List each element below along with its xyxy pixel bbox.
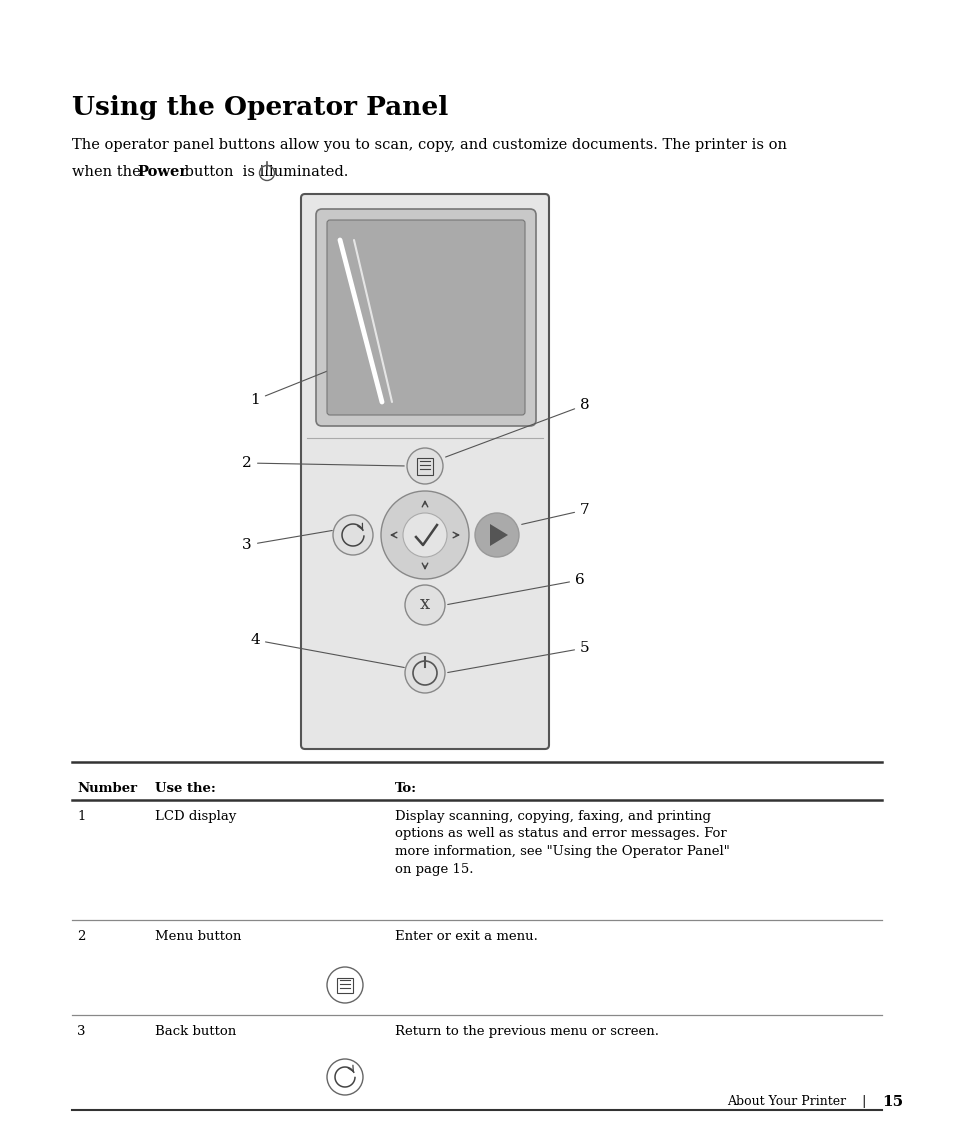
FancyBboxPatch shape xyxy=(315,210,536,426)
Circle shape xyxy=(333,515,373,555)
Text: Back button: Back button xyxy=(154,1025,236,1039)
Text: 3: 3 xyxy=(77,1025,86,1039)
Text: is illuminated.: is illuminated. xyxy=(237,165,348,179)
Text: 3: 3 xyxy=(242,530,332,552)
FancyBboxPatch shape xyxy=(301,194,548,749)
Text: 4: 4 xyxy=(250,633,404,668)
Text: Number: Number xyxy=(77,782,137,795)
Polygon shape xyxy=(490,524,507,546)
Text: 7: 7 xyxy=(521,503,589,524)
Circle shape xyxy=(475,513,518,556)
Text: To:: To: xyxy=(395,782,416,795)
Text: 6: 6 xyxy=(447,572,584,605)
Text: Display scanning, copying, faxing, and printing
options as well as status and er: Display scanning, copying, faxing, and p… xyxy=(395,810,729,876)
Text: LCD display: LCD display xyxy=(154,810,236,823)
Text: The operator panel buttons allow you to scan, copy, and customize documents. The: The operator panel buttons allow you to … xyxy=(71,139,786,152)
Bar xyxy=(336,978,353,993)
FancyBboxPatch shape xyxy=(327,220,524,414)
Text: Power: Power xyxy=(137,165,187,179)
Circle shape xyxy=(327,968,363,1003)
Text: Using the Operator Panel: Using the Operator Panel xyxy=(71,95,448,120)
Text: when the: when the xyxy=(71,165,145,179)
Text: 2: 2 xyxy=(77,930,85,943)
Text: 2: 2 xyxy=(242,456,404,469)
Text: Use the:: Use the: xyxy=(154,782,215,795)
Text: 5: 5 xyxy=(447,641,589,672)
Circle shape xyxy=(380,491,469,579)
Bar xyxy=(416,458,433,475)
Text: 8: 8 xyxy=(445,398,589,457)
Text: 1: 1 xyxy=(77,810,85,823)
Text: button: button xyxy=(180,165,233,179)
Circle shape xyxy=(407,448,442,484)
Text: Return to the previous menu or screen.: Return to the previous menu or screen. xyxy=(395,1025,659,1039)
Circle shape xyxy=(402,513,447,556)
Text: 15: 15 xyxy=(882,1095,902,1110)
Circle shape xyxy=(327,1059,363,1095)
Text: About Your Printer    |: About Your Printer | xyxy=(726,1095,882,1108)
Circle shape xyxy=(405,653,444,693)
Text: Enter or exit a menu.: Enter or exit a menu. xyxy=(395,930,537,943)
Text: x: x xyxy=(419,595,430,613)
Text: Menu button: Menu button xyxy=(154,930,241,943)
Text: 1: 1 xyxy=(250,371,327,406)
Circle shape xyxy=(405,585,444,625)
